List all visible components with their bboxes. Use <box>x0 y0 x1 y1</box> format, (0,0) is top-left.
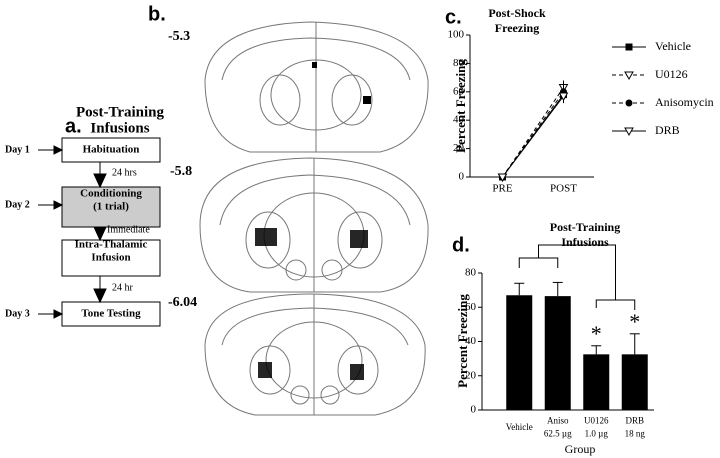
legend-label: DRB <box>655 123 680 137</box>
y-tick-label: 80 <box>453 57 465 69</box>
x-tick-label: Aniso 62.5 µg <box>544 416 572 439</box>
y-tick-label: 0 <box>459 171 465 183</box>
step-box <box>61 186 161 228</box>
significance: * <box>629 309 640 334</box>
y-tick-label: 60 <box>453 85 465 97</box>
bar <box>621 354 648 410</box>
step-box <box>61 301 161 327</box>
y-tick-label: 100 <box>448 29 465 41</box>
y-tick-label: 60 <box>465 301 477 313</box>
bar <box>544 296 571 410</box>
step-box <box>61 239 161 277</box>
marker <box>625 99 633 107</box>
interval-label: 24 hrs <box>112 167 137 178</box>
brain-section <box>204 293 426 416</box>
brain-section <box>204 21 429 153</box>
legend-label: U0126 <box>655 67 688 81</box>
marker <box>497 173 508 183</box>
bar <box>506 295 533 410</box>
panel-label: c. <box>445 6 462 28</box>
step-text: Conditioning (1 trial) <box>80 187 142 212</box>
panel-label: a. <box>65 115 82 137</box>
legend-label: Anisomycin <box>655 95 714 109</box>
panel-label: b. <box>148 3 166 25</box>
arrows <box>38 145 107 319</box>
series-line <box>502 95 564 178</box>
x-axis-title: Group <box>565 442 596 456</box>
day-label: Day 1 <box>5 144 30 155</box>
marker <box>624 71 634 81</box>
legend-label: Vehicle <box>655 39 691 53</box>
day-label: Day 3 <box>5 308 30 319</box>
x-tick-label: POST <box>550 183 577 195</box>
interval-label: Immediate <box>107 224 150 235</box>
y-tick-label: 0 <box>471 404 477 416</box>
chart-title: Infusions <box>561 235 609 249</box>
step-box <box>61 137 161 163</box>
step-text: Tone Testing <box>81 308 141 320</box>
marker <box>625 43 633 51</box>
level-label: -5.8 <box>170 164 192 179</box>
chart-title: Post-Shock <box>488 6 546 20</box>
marker <box>558 92 569 102</box>
chart-title: Freezing <box>495 21 539 35</box>
panel-a: a. Post-Training Infusions Habituation C… <box>5 104 165 327</box>
x-tick-label: DRB 18 ng <box>625 416 646 439</box>
y-tick-label: 20 <box>453 142 465 154</box>
interval-label: 24 hr <box>112 282 134 293</box>
comparison-bracket <box>518 244 636 310</box>
day-label: Day 2 <box>5 199 30 210</box>
panel-title: Infusions <box>90 120 149 136</box>
step-text: Habituation <box>83 144 140 156</box>
panel-label: d. <box>452 234 470 256</box>
significance: * <box>591 321 602 346</box>
level-label: -5.3 <box>168 29 190 44</box>
chart-title: Post-Training <box>550 220 620 234</box>
marker <box>624 127 634 137</box>
x-tick-label: Vehicle <box>506 422 533 432</box>
axes <box>469 35 594 178</box>
y-axis-title: Percent Freezing <box>453 59 468 153</box>
y-tick-label: 40 <box>453 114 465 126</box>
step-text: Intra-Thalamic Infusion <box>75 238 148 263</box>
brain-section <box>199 157 429 293</box>
panel-title: Post-Training <box>76 104 165 120</box>
level-label: -6.04 <box>168 295 197 310</box>
x-tick-label: PRE <box>492 183 512 195</box>
bar <box>583 354 610 410</box>
x-tick-label: U0126 1.0 µg <box>584 416 609 439</box>
panel-b: b. -5.3 -5.8 -6.04 <box>148 3 429 416</box>
y-axis-title: Percent Freezing <box>455 294 470 388</box>
y-tick-label: 40 <box>465 335 477 347</box>
y-tick-label: 20 <box>465 369 477 381</box>
y-tick-label: 80 <box>465 267 477 279</box>
